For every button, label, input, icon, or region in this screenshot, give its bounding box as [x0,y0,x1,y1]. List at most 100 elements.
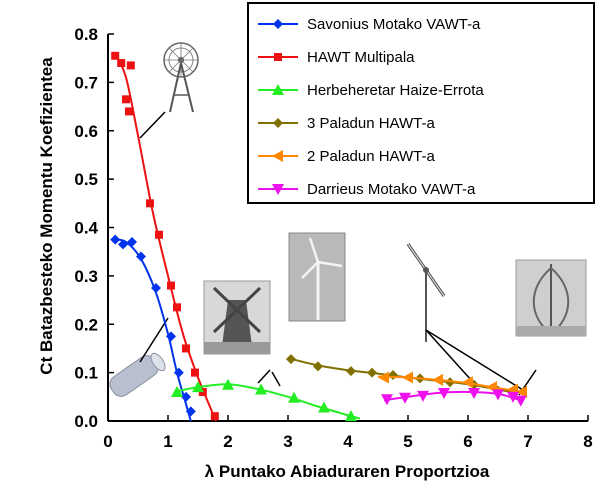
data-point [313,361,323,372]
data-point [378,371,389,384]
y-tick-label: 0.0 [74,412,98,431]
legend-item: HAWT Multipala [258,49,415,66]
data-point [514,395,527,407]
legend-item: 2 Paladun HAWT-a [258,148,435,165]
legend-swatch-marker [272,184,284,195]
legend-label: Darrieus Motako VAWT-a [307,181,476,198]
pointer-line [257,369,271,384]
legend-swatch-marker [272,84,284,95]
two-blade-turbine-image [406,243,446,342]
x-tick-label: 7 [523,432,532,451]
series-darrieus-motako-vawt-a [381,387,527,407]
illustrations [109,42,587,397]
data-point [167,281,175,290]
data-point [125,107,133,116]
y-tick-label: 0.8 [74,25,98,44]
ticks [107,33,589,422]
tick-labels: 0 1 2 3 4 5 6 7 8 0.0 0.1 0.2 0.3 0.4 0.5 0.6 0.7 0.8 [74,25,592,451]
series-layer [110,51,527,422]
data-point [516,385,527,398]
data-point [318,401,330,413]
data-point [492,389,504,401]
y-tick-label: 0.5 [74,170,98,189]
data-point [182,344,190,353]
pointer-line [425,329,473,382]
darrieus-turbine-image [515,259,587,337]
three-blade-turbine-image [288,232,346,322]
legend-item: Herbeheretar Haize-Errota [258,82,484,99]
data-point [286,354,296,365]
data-point [185,406,196,417]
data-point [402,371,413,384]
data-point [346,366,356,377]
data-point [146,199,154,208]
data-point [151,282,161,293]
data-point [345,410,357,422]
pointer-line [425,329,524,391]
data-point [367,367,377,378]
legend-item: Darrieus Motako VAWT-a [258,181,476,198]
data-point [111,51,120,60]
data-point [192,381,204,393]
legend-box [247,2,595,204]
legend-swatch-marker [274,53,282,61]
pointer-line [271,371,281,387]
data-point [432,373,443,386]
y-tick-label: 0.1 [74,364,98,383]
y-tick-label: 0.7 [74,73,98,92]
x-tick-label: 6 [463,432,472,451]
pointer-line [139,111,166,139]
data-point [468,387,480,399]
multiblade-turbine-image [163,42,199,113]
x-tick-label: 8 [583,432,592,451]
series-line [287,357,517,394]
legend-swatch-marker [272,150,283,162]
x-tick-label: 2 [223,432,232,451]
data-point [507,391,519,403]
savonius-rotor-image [109,352,166,397]
data-point [110,234,121,245]
data-point [166,331,176,342]
y-tick-label: 0.4 [74,219,98,238]
data-point [181,391,191,402]
data-point [171,385,183,397]
legend-label: Savonius Motako VAWT-a [307,16,481,33]
data-point [462,376,473,389]
y-axis-title: Ct Batazbesteko Momentu Koefizientea [37,57,56,375]
legend-label: 3 Paladun HAWT-a [307,115,435,132]
data-point [191,368,199,377]
data-point [117,59,126,68]
y-tick-label: 0.6 [74,122,98,141]
x-axis-title: λ Puntako Abiaduraren Proportzioa [205,462,490,481]
data-point [136,251,146,262]
data-point [399,392,411,404]
legend-item: 3 Paladun HAWT-a [258,115,435,132]
pointer-lines [139,111,537,396]
series-3-paladun-hawt-a [286,354,517,396]
data-point [222,378,234,390]
data-point [173,303,181,312]
x-tick-label: 3 [283,432,292,451]
data-point [388,370,398,381]
series-herbeheretar-haize-errota [171,378,361,422]
legend-item: Savonius Motako VAWT-a [258,16,481,33]
pointer-line [139,317,169,363]
data-point [126,61,135,70]
data-point [381,394,393,406]
legend-label: Herbeheretar Haize-Errota [307,82,484,99]
legend-label: 2 Paladun HAWT-a [307,148,435,165]
y-tick-label: 0.3 [74,267,98,286]
y-tick-label: 0.2 [74,315,98,334]
legend: Savonius Motako VAWT-a HAWT Multipala Herb… [247,2,595,204]
legend-swatch-marker [273,118,283,128]
data-point [417,390,429,402]
data-point [173,367,184,378]
legend-swatch-marker [273,19,283,29]
dutch-windmill-image [203,280,271,355]
series-savonius-motako-vawt-a [110,234,196,422]
data-point [255,383,267,395]
data-point [445,377,455,388]
data-point [122,95,130,104]
data-point [210,412,219,421]
series-line [113,238,192,422]
